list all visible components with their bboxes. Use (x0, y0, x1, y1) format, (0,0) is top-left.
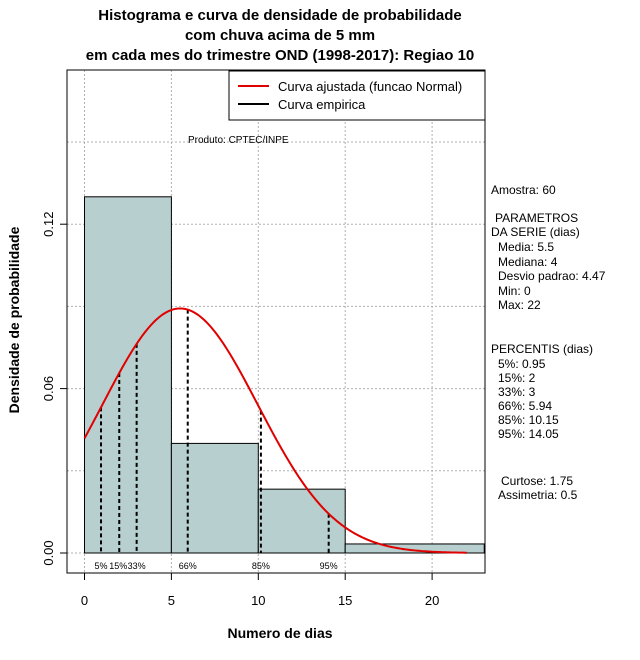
percentile-label: 95% (320, 561, 338, 571)
y-axis-label: Densidade de probabilidade (6, 226, 22, 414)
x-tick-label: 20 (425, 593, 439, 608)
x-tick-label: 15 (338, 593, 352, 608)
stat-p66: 66%: 5.94 (498, 399, 553, 413)
stat-p15: 15%: 2 (498, 371, 536, 385)
x-tick-label: 5 (168, 593, 175, 608)
histogram-bar-2 (170, 442, 259, 554)
stat-amostra: Amostra: 60 (491, 183, 556, 197)
stat-percentis-title: PERCENTIS (dias) (491, 342, 594, 356)
stat-p5: 5%: 0.95 (498, 357, 546, 371)
percentile-label: 85% (252, 561, 270, 571)
percentile-label: 66% (179, 561, 197, 571)
stat-assimetria: Assimetria: 0.5 (498, 488, 578, 502)
histogram-bar-3 (257, 488, 346, 554)
chart-title-line-1: Histograma e curva de densidade de proba… (98, 7, 462, 24)
x-tick-label: 0 (81, 593, 88, 608)
y-tick-label: 0.12 (41, 212, 56, 237)
stat-media: Media: 5.5 (498, 240, 555, 254)
percentile-label: 15% (109, 561, 127, 571)
stat-mediana: Mediana: 4 (498, 255, 558, 269)
y-tick-label: 0.00 (41, 540, 56, 565)
stat-curtose: Curtose: 1.75 (501, 474, 574, 488)
legend-box (228, 70, 486, 121)
stat-min: Min: 0 (498, 284, 531, 298)
legend-label-fit: Curva ajustada (funcao Normal) (278, 79, 462, 94)
stat-p85: 85%: 10.15 (498, 413, 559, 427)
x-axis-label: Numero de dias (227, 625, 333, 641)
stat-max: Max: 22 (498, 298, 541, 312)
legend: Curva ajustada (funcao Normal) Curva emp… (228, 70, 486, 121)
stat-param-title-1: PARAMETROS (495, 211, 579, 225)
x-tick-label: 10 (251, 593, 265, 608)
normal-fit-curve (83, 307, 467, 554)
percentile-label: 5% (95, 561, 108, 571)
stat-p33: 33%: 3 (498, 385, 536, 399)
legend-label-empirical: Curva empirica (278, 97, 366, 112)
chart-title-line-3: em cada mes do trimestre OND (1998-2017)… (85, 47, 475, 64)
stat-desvio: Desvio padrao: 4.47 (498, 269, 606, 283)
y-tick-label: 0.06 (41, 376, 56, 401)
product-annotation: Produto: CPTEC/INPE (188, 135, 289, 146)
stat-param-title-2: DA SERIE (dias) (491, 225, 580, 239)
chart-title-line-2: com chuva acima de 5 mm (184, 27, 376, 44)
histogram-bar-4 (344, 543, 485, 554)
percentile-label: 33% (128, 561, 146, 571)
histogram-bar-1 (84, 196, 172, 554)
stat-p95: 95%: 14.05 (498, 427, 559, 441)
